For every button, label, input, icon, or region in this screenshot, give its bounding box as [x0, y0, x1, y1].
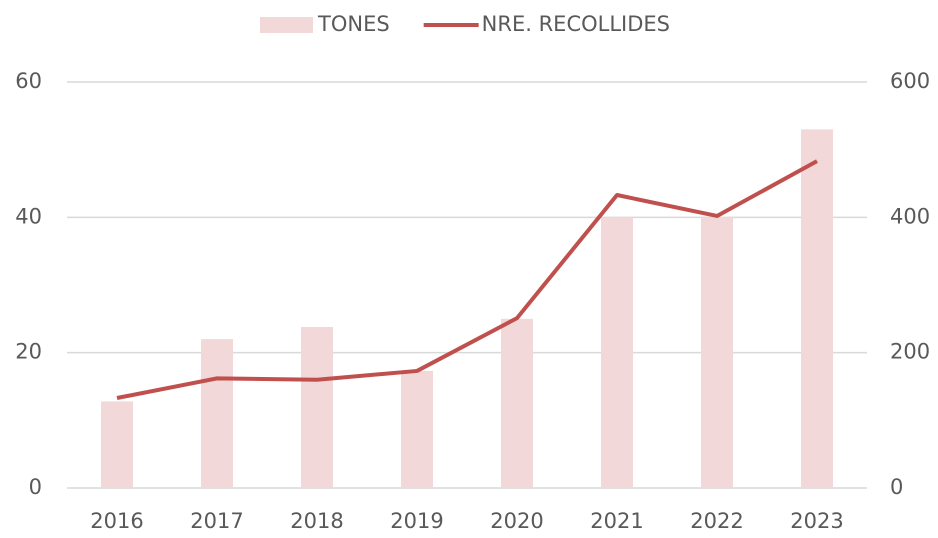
y-tick-label: 0	[29, 475, 42, 499]
x-tick-label: 2016	[90, 509, 143, 533]
x-tick-label: 2020	[490, 509, 543, 533]
y-tick-label: 20	[15, 340, 42, 364]
x-tick-label: 2022	[690, 509, 743, 533]
y-tick-label: 60	[15, 69, 42, 93]
bar	[701, 217, 733, 489]
bar	[801, 129, 833, 488]
x-tick-label: 2019	[390, 509, 443, 533]
bar	[601, 217, 633, 489]
x-tick-label: 2023	[790, 509, 843, 533]
y2-tick-label: 400	[890, 204, 930, 228]
y2-tick-label: 200	[890, 340, 930, 364]
legend-label: TONES	[317, 12, 390, 36]
y2-tick-label: 0	[890, 475, 903, 499]
bar	[201, 339, 233, 488]
bar	[101, 401, 133, 488]
y2-tick-label: 600	[890, 69, 930, 93]
x-tick-label: 2021	[590, 509, 643, 533]
legend-label: NRE. RECOLLIDES	[482, 12, 670, 36]
line	[116, 159, 818, 400]
x-tick-label: 2017	[190, 509, 243, 533]
legend-swatch	[260, 17, 313, 33]
bar	[401, 370, 433, 488]
bar	[301, 326, 333, 488]
y-tick-label: 40	[15, 204, 42, 228]
bar	[501, 318, 533, 488]
x-tick-label: 2018	[290, 509, 343, 533]
